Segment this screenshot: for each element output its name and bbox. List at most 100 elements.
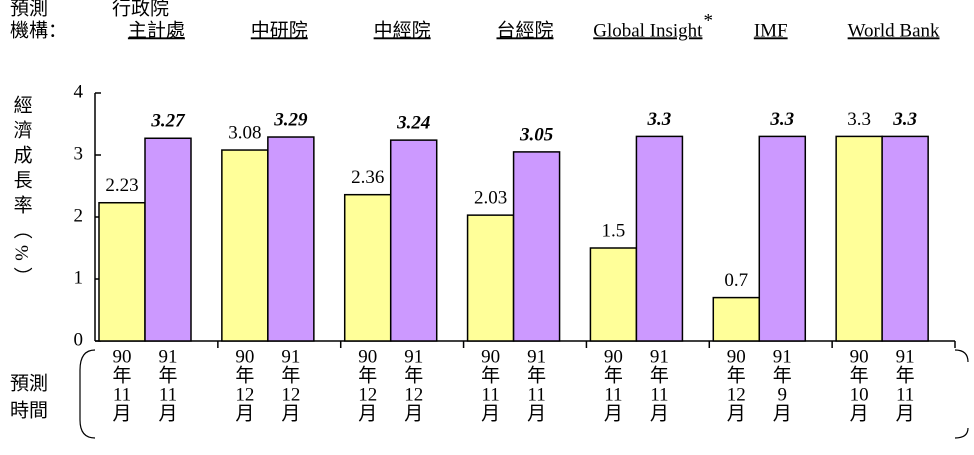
value-label: 1.5 xyxy=(602,220,626,241)
category-label: 中研院 xyxy=(251,19,308,41)
period-label: 時間 xyxy=(10,399,48,421)
period: 月 xyxy=(896,403,915,424)
y-axis-label: 經濟成長率（%） xyxy=(11,95,33,292)
period: 11 xyxy=(527,384,545,405)
period: 90 xyxy=(113,346,132,367)
period: 11 xyxy=(159,384,177,405)
value-label: 3.27 xyxy=(150,111,186,132)
period: 月 xyxy=(481,403,500,424)
value-label: 2.36 xyxy=(351,167,384,188)
period: 12 xyxy=(404,384,423,405)
period: 91 xyxy=(159,346,178,367)
bar xyxy=(144,137,192,342)
period: 年 xyxy=(727,364,746,386)
bar xyxy=(466,214,515,342)
period: 90 xyxy=(358,346,377,367)
period: 月 xyxy=(850,403,869,424)
category-label: World Bank xyxy=(848,20,940,41)
period: 91 xyxy=(404,346,423,367)
period: 月 xyxy=(650,403,669,424)
category-mark: * xyxy=(703,10,713,31)
y-tick-label: 0 xyxy=(74,329,84,350)
bar xyxy=(758,135,807,342)
period-label: 預測 xyxy=(10,372,48,394)
bracket xyxy=(954,349,969,439)
value-label: 3.05 xyxy=(519,124,554,145)
bar xyxy=(881,135,929,342)
annotation: 行政院 xyxy=(112,0,169,19)
period: 12 xyxy=(235,384,254,405)
bar xyxy=(835,135,883,342)
period: 月 xyxy=(112,403,131,424)
period: 月 xyxy=(158,403,177,424)
category-label: 主計處 xyxy=(128,19,185,41)
value-label: 2.23 xyxy=(105,175,138,196)
period: 91 xyxy=(773,346,792,367)
y-tick-label: 1 xyxy=(74,267,84,288)
period: 90 xyxy=(727,346,746,367)
value-label: 3.3 xyxy=(892,109,917,130)
period: 11 xyxy=(113,384,131,405)
period: 年 xyxy=(604,364,623,386)
period: 月 xyxy=(235,403,254,424)
period: 年 xyxy=(404,364,423,386)
period: 90 xyxy=(481,346,500,367)
bar xyxy=(512,151,561,342)
period: 10 xyxy=(850,384,869,405)
category-label: Global Insight xyxy=(593,20,703,41)
value-label: 2.03 xyxy=(474,187,507,208)
header: 機構： xyxy=(10,19,67,41)
value-label: 3.08 xyxy=(228,122,261,143)
period: 11 xyxy=(481,384,499,405)
period: 12 xyxy=(281,384,300,405)
period: 月 xyxy=(404,403,423,424)
period: 12 xyxy=(727,384,746,405)
value-label: 3.29 xyxy=(273,109,308,130)
bar xyxy=(589,247,638,342)
bar xyxy=(712,296,761,342)
value-label: 3.3 xyxy=(847,109,871,130)
bar xyxy=(343,193,392,342)
period: 12 xyxy=(358,384,377,405)
period: 月 xyxy=(527,403,546,424)
period: 年 xyxy=(850,364,869,386)
period: 91 xyxy=(896,346,915,367)
period: 月 xyxy=(727,403,746,424)
period: 年 xyxy=(896,364,915,386)
period: 月 xyxy=(773,403,792,424)
period: 90 xyxy=(235,346,254,367)
category-label: 台經院 xyxy=(496,19,553,41)
value-label: 3.3 xyxy=(647,109,672,130)
period: 91 xyxy=(281,346,300,367)
period: 11 xyxy=(650,384,668,405)
bar xyxy=(267,136,315,342)
period: 年 xyxy=(281,364,300,386)
period: 月 xyxy=(604,403,623,424)
period: 年 xyxy=(158,364,177,386)
period: 月 xyxy=(358,403,377,424)
bracket xyxy=(79,349,96,439)
period: 90 xyxy=(850,346,869,367)
period: 11 xyxy=(604,384,622,405)
period: 年 xyxy=(112,364,131,386)
period: 年 xyxy=(358,364,377,386)
period: 年 xyxy=(527,364,546,386)
period: 11 xyxy=(896,384,914,405)
bar xyxy=(635,135,684,342)
y-tick-label: 4 xyxy=(74,81,84,102)
period: 91 xyxy=(527,346,546,367)
period: 91 xyxy=(650,346,669,367)
bar xyxy=(98,201,146,342)
bar xyxy=(389,139,438,342)
period: 9 xyxy=(778,384,788,405)
y-tick-label: 3 xyxy=(74,143,84,164)
period: 月 xyxy=(281,403,300,424)
period: 年 xyxy=(650,364,669,386)
category-label: IMF xyxy=(754,20,788,41)
period: 年 xyxy=(235,364,254,386)
value-label: 0.7 xyxy=(724,270,748,291)
category-label: 中經院 xyxy=(374,19,431,41)
period: 年 xyxy=(773,364,792,386)
value-label: 3.3 xyxy=(769,109,794,130)
